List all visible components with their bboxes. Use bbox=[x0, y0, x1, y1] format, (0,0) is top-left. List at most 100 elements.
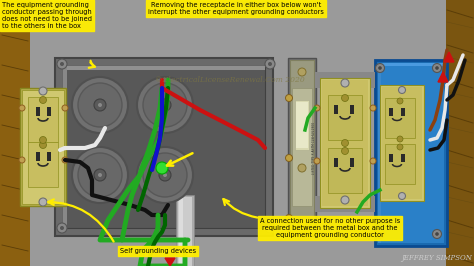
Circle shape bbox=[39, 87, 47, 95]
Circle shape bbox=[378, 66, 382, 70]
Circle shape bbox=[19, 157, 25, 163]
Circle shape bbox=[375, 230, 384, 239]
Text: ©ElectricalLicenseRenewal.Com 2020: ©ElectricalLicenseRenewal.Com 2020 bbox=[155, 76, 305, 84]
Bar bbox=[288, 58, 316, 236]
Circle shape bbox=[72, 77, 128, 133]
Bar bbox=[28, 97, 58, 142]
Bar bbox=[389, 154, 393, 162]
Text: JEFFREY SIMPSON: JEFFREY SIMPSON bbox=[401, 254, 472, 262]
Circle shape bbox=[268, 226, 272, 230]
Bar bbox=[350, 158, 354, 167]
Bar bbox=[315, 72, 375, 88]
Text: Removing the receptacle in either box below won't
interrupt the other equipment : Removing the receptacle in either box be… bbox=[148, 2, 324, 15]
Circle shape bbox=[397, 144, 403, 150]
Text: A connection used for no other purpose is
required between the metal box and the: A connection used for no other purpose i… bbox=[260, 218, 400, 238]
Circle shape bbox=[435, 232, 439, 236]
Circle shape bbox=[60, 62, 64, 66]
Circle shape bbox=[39, 97, 46, 103]
Circle shape bbox=[268, 62, 272, 66]
Circle shape bbox=[78, 83, 122, 127]
Text: Self grounding devices: Self grounding devices bbox=[120, 248, 196, 254]
Bar bbox=[315, 196, 375, 212]
Bar bbox=[382, 87, 422, 199]
Circle shape bbox=[39, 198, 47, 206]
Circle shape bbox=[137, 147, 193, 203]
Circle shape bbox=[98, 173, 102, 177]
Circle shape bbox=[156, 162, 168, 174]
Bar bbox=[446, 0, 474, 266]
Circle shape bbox=[341, 79, 349, 87]
Bar bbox=[28, 142, 58, 187]
Circle shape bbox=[78, 153, 122, 197]
Bar bbox=[290, 60, 314, 234]
Circle shape bbox=[298, 220, 306, 228]
Bar bbox=[63, 66, 265, 70]
Circle shape bbox=[341, 148, 348, 155]
Circle shape bbox=[314, 105, 320, 111]
Bar bbox=[385, 98, 415, 138]
Circle shape bbox=[432, 64, 441, 73]
Bar bbox=[295, 100, 309, 150]
Circle shape bbox=[399, 193, 405, 200]
Circle shape bbox=[98, 103, 102, 107]
Circle shape bbox=[314, 158, 320, 164]
Circle shape bbox=[285, 214, 292, 222]
Circle shape bbox=[298, 164, 306, 172]
Circle shape bbox=[39, 136, 46, 143]
Bar bbox=[401, 154, 405, 162]
Bar bbox=[0, 0, 30, 266]
Circle shape bbox=[370, 105, 376, 111]
Circle shape bbox=[378, 232, 382, 236]
Circle shape bbox=[159, 99, 171, 111]
Circle shape bbox=[57, 59, 67, 69]
Circle shape bbox=[341, 139, 348, 147]
Bar bbox=[389, 108, 393, 116]
Bar bbox=[47, 152, 51, 161]
Bar bbox=[22, 90, 64, 204]
Circle shape bbox=[341, 196, 349, 204]
Circle shape bbox=[62, 157, 68, 163]
Bar bbox=[375, 60, 447, 246]
Bar bbox=[378, 63, 444, 243]
Bar bbox=[176, 195, 194, 266]
Circle shape bbox=[435, 66, 439, 70]
Polygon shape bbox=[444, 52, 454, 62]
Bar bbox=[380, 85, 424, 201]
Circle shape bbox=[399, 86, 405, 94]
Circle shape bbox=[159, 169, 171, 181]
Bar bbox=[401, 108, 405, 116]
Bar bbox=[36, 107, 40, 116]
Circle shape bbox=[94, 99, 106, 111]
Circle shape bbox=[265, 59, 275, 69]
Bar bbox=[179, 197, 183, 266]
Circle shape bbox=[432, 230, 441, 239]
Bar bbox=[296, 102, 308, 148]
Bar bbox=[20, 88, 66, 206]
Text: The equipment grounding
conductor passing through
does not need to be joined
to : The equipment grounding conductor passin… bbox=[2, 2, 92, 29]
Circle shape bbox=[60, 226, 64, 230]
Polygon shape bbox=[438, 72, 448, 82]
Bar bbox=[63, 66, 265, 228]
Bar bbox=[322, 80, 368, 206]
Circle shape bbox=[62, 105, 68, 111]
Circle shape bbox=[285, 94, 292, 102]
Circle shape bbox=[397, 98, 403, 104]
Bar bbox=[378, 63, 381, 243]
Bar bbox=[178, 197, 192, 266]
Circle shape bbox=[137, 77, 193, 133]
Bar bbox=[55, 58, 273, 236]
Bar bbox=[334, 105, 338, 114]
Text: LISTED TYPE X ASTM CLSHU/L1900: LISTED TYPE X ASTM CLSHU/L1900 bbox=[312, 122, 316, 174]
Bar bbox=[63, 66, 67, 228]
Circle shape bbox=[375, 64, 384, 73]
Bar bbox=[328, 95, 362, 140]
Bar bbox=[334, 158, 338, 167]
Polygon shape bbox=[165, 258, 175, 266]
Circle shape bbox=[397, 136, 403, 142]
Circle shape bbox=[370, 158, 376, 164]
Circle shape bbox=[163, 173, 167, 177]
Circle shape bbox=[265, 223, 275, 233]
Circle shape bbox=[143, 153, 187, 197]
Bar bbox=[378, 63, 444, 66]
Circle shape bbox=[341, 94, 348, 102]
